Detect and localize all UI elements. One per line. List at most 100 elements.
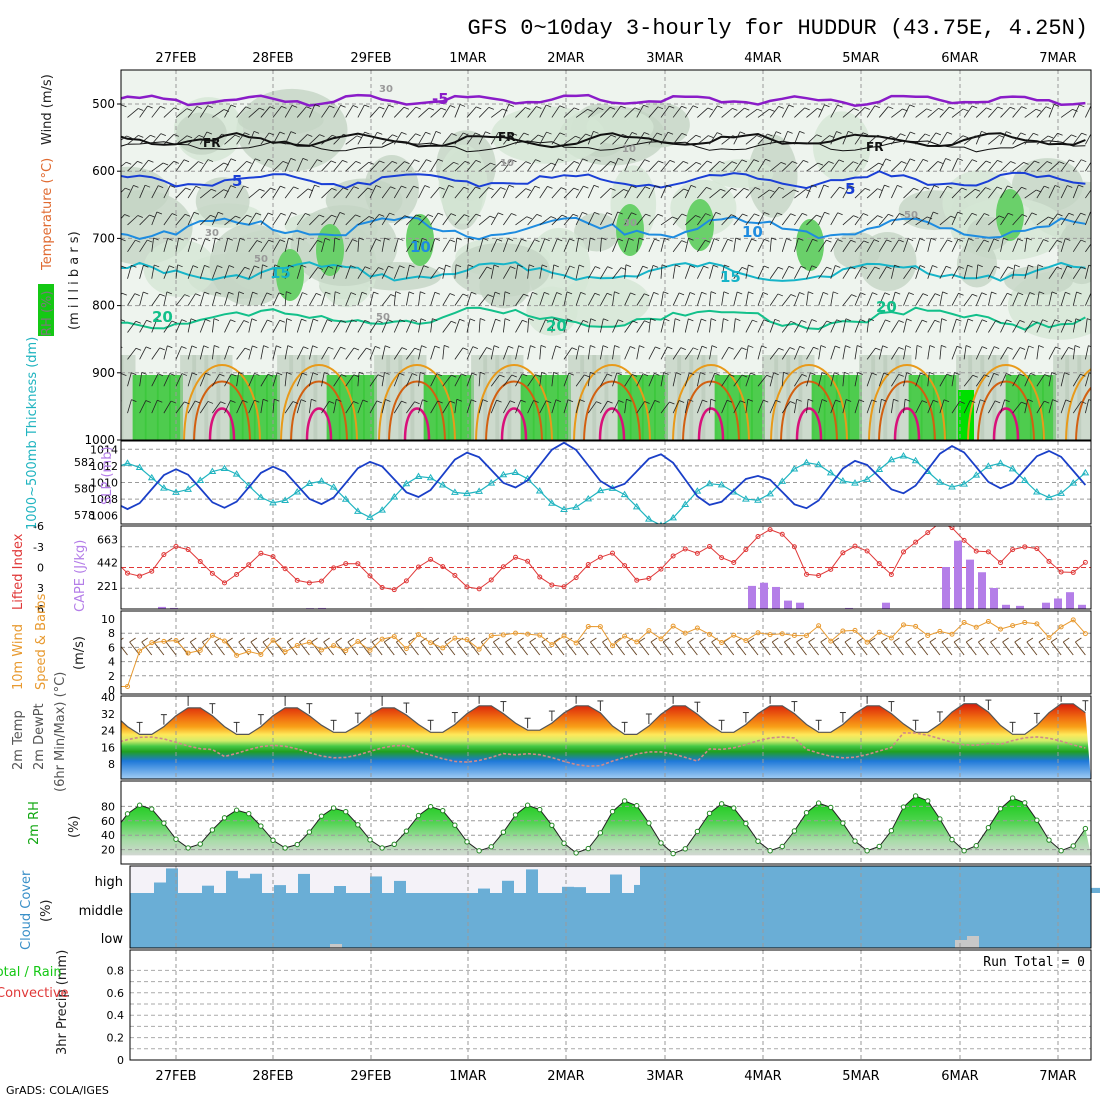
- wind-barb: [684, 372, 690, 387]
- wind-barb-flag: [415, 133, 421, 137]
- wind-barb-flag: [1055, 346, 1061, 350]
- wind-speed-marker: [622, 633, 628, 639]
- wind-barb: [988, 215, 1000, 226]
- wind-barb-flag: [145, 346, 152, 350]
- wind-barb: [806, 108, 818, 118]
- wind-barb-flag: [834, 345, 841, 349]
- wind-barb: [648, 185, 656, 199]
- rh-unit: (%): [67, 816, 82, 839]
- wind-barb: [430, 400, 439, 414]
- thickness-marker: [851, 479, 859, 486]
- wind-barb-flag: [654, 372, 660, 376]
- wind-barb-flag: [495, 318, 501, 322]
- wind-barb: [393, 291, 397, 306]
- wind-barb: [466, 264, 469, 279]
- wind-barb: [830, 319, 837, 333]
- wind-barb: [236, 161, 247, 172]
- wind-barb: [624, 374, 633, 387]
- wind-barb-flag: [717, 105, 723, 109]
- rh-marker: [767, 848, 773, 854]
- wind-barb: [745, 135, 757, 145]
- wind-barb: [551, 292, 558, 306]
- wind-barb: [454, 293, 464, 306]
- wind-barb-flag: [618, 158, 624, 161]
- cape-bar: [954, 540, 962, 609]
- wind-barb-flag: [574, 107, 580, 111]
- cloud-level-middle: middle: [79, 904, 123, 919]
- wind-barb-flag: [490, 162, 496, 166]
- wind-barb-flag: [286, 637, 294, 643]
- wind-barb: [854, 188, 866, 199]
- rh-blob: [812, 111, 871, 182]
- wind-barb: [153, 641, 165, 656]
- lifted-index-marker: [197, 559, 203, 565]
- wind-barb: [563, 265, 571, 279]
- wind-barb: [212, 373, 220, 387]
- rh-marker: [1070, 843, 1076, 849]
- wind-barb: [272, 185, 281, 199]
- wind-barb: [381, 186, 391, 199]
- wind-barb-flag: [432, 318, 438, 321]
- wind-barb: [587, 131, 594, 145]
- wind-barb: [565, 641, 577, 656]
- wind-barb-flag: [607, 400, 613, 404]
- wind-barb: [345, 319, 353, 333]
- wind-barb-flag: [376, 400, 382, 404]
- wind-barb-flag: [243, 185, 249, 189]
- wind-barb-flag: [742, 213, 748, 217]
- wind-barb-flag: [872, 292, 878, 295]
- wind-barb: [575, 133, 586, 145]
- wind-barb-flag: [288, 264, 294, 268]
- wind-barb: [891, 320, 900, 333]
- wind-barb-flag: [1067, 185, 1073, 188]
- wind-barb-flag: [330, 160, 337, 164]
- thickness-marker: [220, 464, 229, 472]
- wind-barb: [624, 185, 632, 199]
- wind-barb: [248, 158, 256, 172]
- wind-barb: [296, 237, 300, 252]
- wind-barb-flag: [590, 637, 597, 643]
- wind-barb-flag: [741, 374, 748, 378]
- wind-barb: [842, 294, 852, 306]
- top-date-labels: 27FEB 28FEB 29FEB 1MAR 2MAR 3MAR 4MAR 5MAR 6MAR 7…: [155, 51, 1076, 66]
- rh-lower-column: [132, 375, 147, 440]
- wind-barb: [527, 134, 539, 145]
- lifted-index-marker: [840, 550, 846, 556]
- wind-barb-flag: [1054, 185, 1061, 188]
- wind-barb-flag: [914, 216, 921, 220]
- wind-barb: [1072, 159, 1082, 172]
- wind-barb: [1072, 266, 1082, 279]
- wind-barb: [709, 318, 712, 333]
- rh-tick-60: 60: [101, 815, 115, 828]
- wind-barb: [395, 641, 407, 656]
- wind-barb: [430, 318, 433, 333]
- contour-30: [485, 380, 543, 440]
- lifted-index-marker: [658, 566, 664, 572]
- contour-35: [795, 407, 823, 440]
- wind-barb-flag: [756, 135, 762, 138]
- wind-barb: [418, 185, 426, 199]
- wind-speed-marker: [779, 631, 785, 637]
- wind-barb-flag: [610, 134, 617, 138]
- wind-barb: [612, 319, 619, 333]
- lifted-index-marker: [925, 530, 931, 536]
- wind-barb: [988, 400, 996, 414]
- wind-barb: [357, 372, 360, 387]
- wind-barb-flag: [821, 372, 828, 376]
- wind-barb-flag: [769, 189, 775, 193]
- wind-barb-flag: [351, 319, 357, 323]
- wind-barb-flag: [408, 637, 415, 643]
- rh-lower-column: [848, 375, 862, 440]
- wind-barb: [454, 187, 465, 199]
- wind-barb: [854, 107, 866, 118]
- wind-barb-flag: [886, 239, 892, 243]
- wind-barb: [697, 135, 709, 145]
- wind-barb-flag: [1088, 399, 1091, 401]
- wind-barb: [175, 135, 188, 145]
- wind-barb: [662, 641, 674, 656]
- wind-barb-flag: [340, 320, 346, 323]
- wind-barb-flag: [990, 637, 997, 643]
- wind-barb-flag: [1021, 401, 1027, 405]
- bottom-date-labels: 27FEB 28FEB 29FEB 1MAR 2MAR 3MAR 4MAR 5MAR 6MAR 7…: [155, 1069, 1076, 1084]
- wind-barb: [830, 104, 838, 118]
